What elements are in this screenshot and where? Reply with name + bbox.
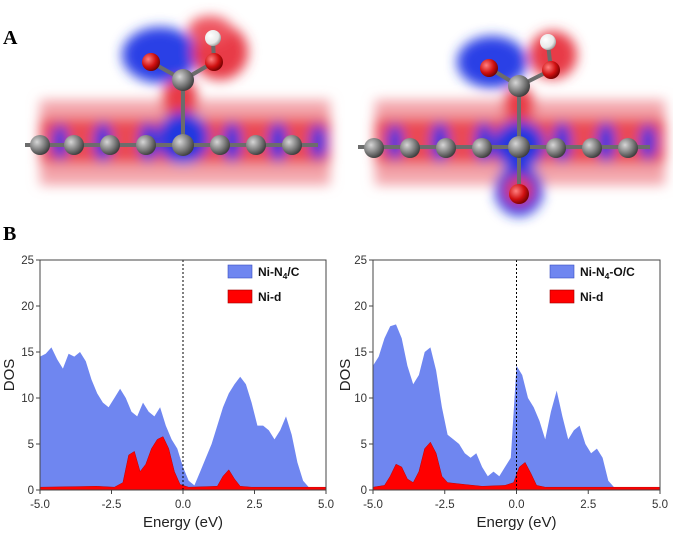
y-tick-label: 20 [21, 301, 34, 313]
ni-d-area [39, 436, 327, 491]
oxygen-atom [542, 61, 560, 79]
y-tick-label: 5 [28, 439, 34, 451]
x-tick-label: -5.0 [30, 499, 50, 511]
legend-label-ni-d: Ni-d [580, 290, 603, 304]
y-tick-label: 5 [361, 439, 367, 451]
carbon-atom [100, 135, 120, 155]
hydrogen-atom [205, 30, 221, 46]
nickel-atom [172, 134, 194, 156]
y-axis-label: DOS [1, 359, 18, 392]
dos-plot-left: -5.0 -2.5 0.0 2.5 5.0 0 5 10 15 20 25 Energy (eV) DO… [1, 255, 334, 531]
x-tick-label: 2.5 [580, 499, 596, 511]
x-tick-label: 0.0 [175, 499, 191, 511]
hydrogen-atom [540, 34, 556, 50]
carbon-atom [582, 138, 602, 158]
tdos-area [40, 347, 326, 490]
carbon-atom [64, 135, 84, 155]
panel-label-b: B [3, 223, 16, 245]
legend-label-tdos: Ni-N4-O/C [580, 265, 635, 281]
x-tick-label: -2.5 [435, 499, 455, 511]
x-axis-label: Energy (eV) [476, 514, 556, 531]
carbon-atom [436, 138, 456, 158]
carbon-atom [364, 138, 384, 158]
y-tick-label: 25 [354, 255, 367, 267]
y-tick-label: 15 [21, 347, 34, 359]
charge-density-right [358, 31, 665, 216]
oxygen-atom [480, 59, 498, 77]
carbon-atom [172, 69, 194, 91]
carbon-atom [546, 138, 566, 158]
dos-plot-right: -5.0 -2.5 0.0 2.5 5.0 0 5 10 15 20 25 Energy (eV) DO… [337, 255, 668, 531]
y-tick-label: 25 [21, 255, 34, 267]
carbon-atom [508, 75, 530, 97]
carbon-atom [246, 135, 266, 155]
carbon-atom [282, 135, 302, 155]
legend-swatch-ni-d [227, 289, 253, 304]
legend-swatch-ni-d [549, 289, 575, 304]
atoms-left [30, 30, 302, 156]
carbon-atom [400, 138, 420, 158]
atoms-right [364, 34, 638, 204]
tdos-area [373, 324, 660, 490]
y-axis-label: DOS [337, 359, 354, 392]
legend-label-tdos: Ni-N4/C [258, 265, 300, 281]
y-tick-label: 15 [354, 347, 367, 359]
panel-label-a: A [3, 27, 18, 49]
legend-label-ni-d: Ni-d [258, 290, 281, 304]
x-tick-label: 5.0 [652, 499, 668, 511]
x-axis-label: Energy (eV) [143, 514, 223, 531]
carbon-atom [472, 138, 492, 158]
y-tick-label: 10 [354, 393, 367, 405]
charge-density-left [25, 16, 330, 185]
y-tick-label: 20 [354, 301, 367, 313]
y-tick-label: 0 [361, 485, 367, 497]
carbon-atom [136, 135, 156, 155]
oxygen-atom [205, 53, 223, 71]
y-tick-label: 0 [28, 485, 34, 497]
x-tick-label: 2.5 [247, 499, 263, 511]
legend-swatch-tdos [227, 264, 253, 279]
nickel-atom [508, 136, 530, 158]
carbon-atom [210, 135, 230, 155]
x-tick-label: 5.0 [318, 499, 334, 511]
carbon-atom [618, 138, 638, 158]
x-tick-label: 0.0 [509, 499, 525, 511]
legend-swatch-tdos [549, 264, 575, 279]
carbon-atom [30, 135, 50, 155]
oxygen-atom [142, 53, 160, 71]
axial-oxygen-atom [509, 184, 529, 204]
x-tick-label: -2.5 [102, 499, 122, 511]
y-tick-label: 10 [21, 393, 34, 405]
x-tick-label: -5.0 [363, 499, 383, 511]
